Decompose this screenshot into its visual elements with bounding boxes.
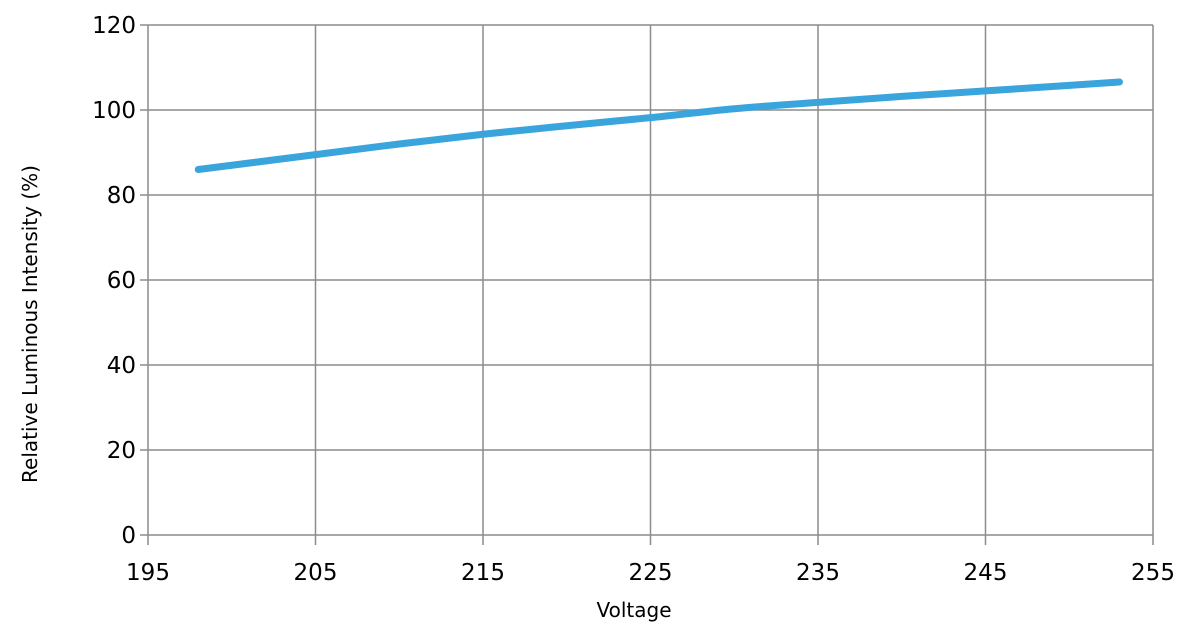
x-tick-label: 235	[796, 560, 840, 586]
x-axis-title: Voltage	[596, 598, 671, 622]
series-line	[194, 78, 1123, 173]
x-tick-label: 195	[126, 560, 170, 586]
x-tick-label: 245	[964, 560, 1008, 586]
x-tick-label: 225	[629, 560, 673, 586]
y-tick-label: 80	[107, 183, 136, 209]
x-tick-label: 255	[1131, 560, 1175, 586]
y-tick-label: 120	[92, 13, 136, 39]
series-layer	[194, 78, 1123, 173]
y-tick-label: 40	[107, 353, 136, 379]
y-tick-label: 0	[121, 523, 136, 549]
y-axis-title: Relative Luminous Intensity (%)	[18, 165, 42, 483]
y-tick-label: 60	[107, 268, 136, 294]
x-tick-label: 215	[461, 560, 505, 586]
y-tick-label: 100	[92, 98, 136, 124]
y-axis-tick-labels: 0 20 40 60 80 100 120	[92, 13, 136, 549]
grid-lines	[140, 24, 1154, 545]
x-tick-label: 205	[294, 560, 338, 586]
x-axis-tick-labels: 195 205 215 225 235 245 255	[126, 560, 1175, 586]
y-tick-label: 20	[107, 438, 136, 464]
